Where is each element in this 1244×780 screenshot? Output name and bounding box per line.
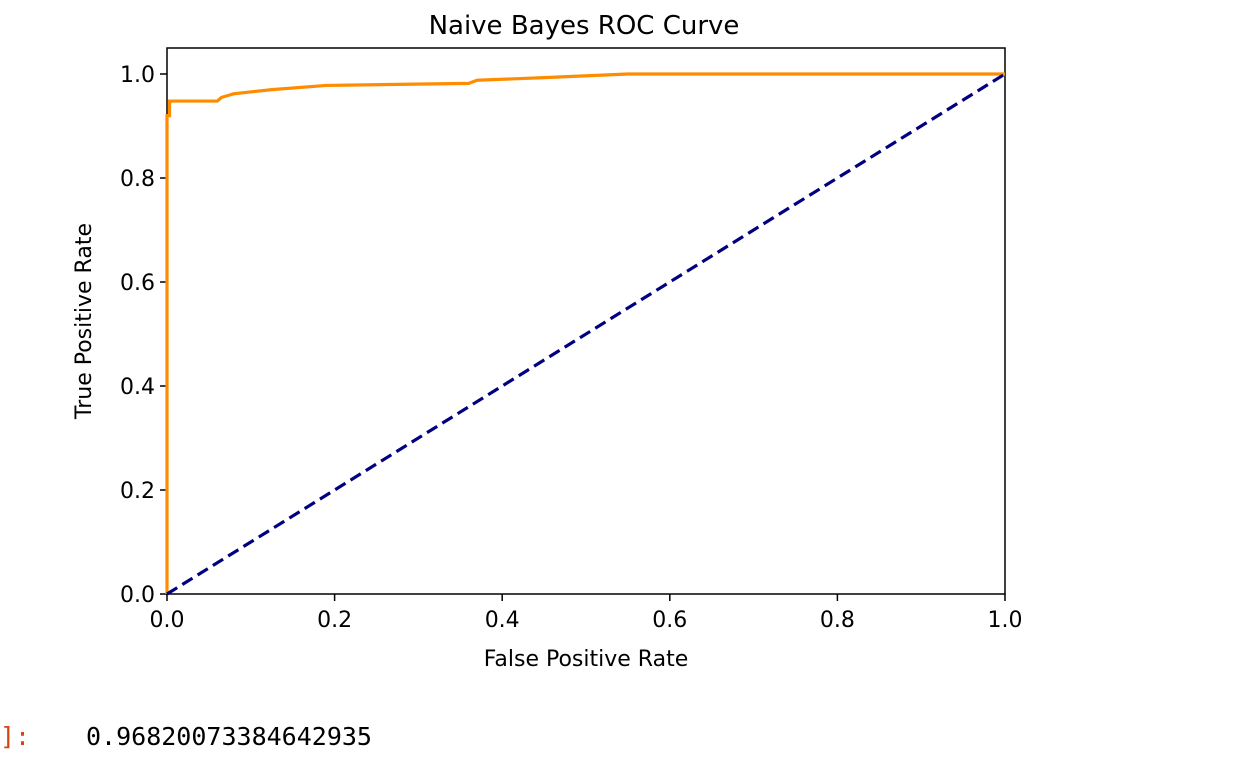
y-tick-label: 0.2 xyxy=(120,479,155,504)
y-tick-label: 0.6 xyxy=(120,271,155,296)
roc-chart: Naive Bayes ROC Curve 0.0 0.2 0.4 0.6 0.8 1.0… xyxy=(72,11,1023,672)
y-tick-label: 1.0 xyxy=(120,63,155,88)
x-tick-label: 0.4 xyxy=(485,608,520,633)
y-tick-label: 0.4 xyxy=(120,375,155,400)
chart-svg: Naive Bayes ROC Curve 0.0 0.2 0.4 0.6 0.8 1.0… xyxy=(72,11,1023,672)
y-tick-label: 0.8 xyxy=(120,167,155,192)
roc-curve-line xyxy=(165,72,1005,594)
x-tick-label: 0.2 xyxy=(317,608,352,633)
x-tick-label: 0.0 xyxy=(150,608,185,633)
x-tick-label: 0.6 xyxy=(652,608,687,633)
output-value: 0.96820073384642935 xyxy=(86,722,372,751)
output-prompt: ]: xyxy=(0,722,31,751)
random-baseline-line xyxy=(166,72,1006,596)
x-tick-label: 0.8 xyxy=(820,608,855,633)
y-axis-label: True Positive Rate xyxy=(72,223,97,420)
chart-marks: 0.0 0.2 0.4 0.6 0.8 1.0 0.0 0.2 0.4 0.6 0.8 1.0 xyxy=(120,63,1023,633)
chart-title: Naive Bayes ROC Curve xyxy=(429,11,740,41)
x-axis-label: False Positive Rate xyxy=(484,647,688,672)
plot-area xyxy=(166,47,1006,595)
x-tick-label: 1.0 xyxy=(988,608,1023,633)
y-tick-label: 0.0 xyxy=(120,583,155,608)
